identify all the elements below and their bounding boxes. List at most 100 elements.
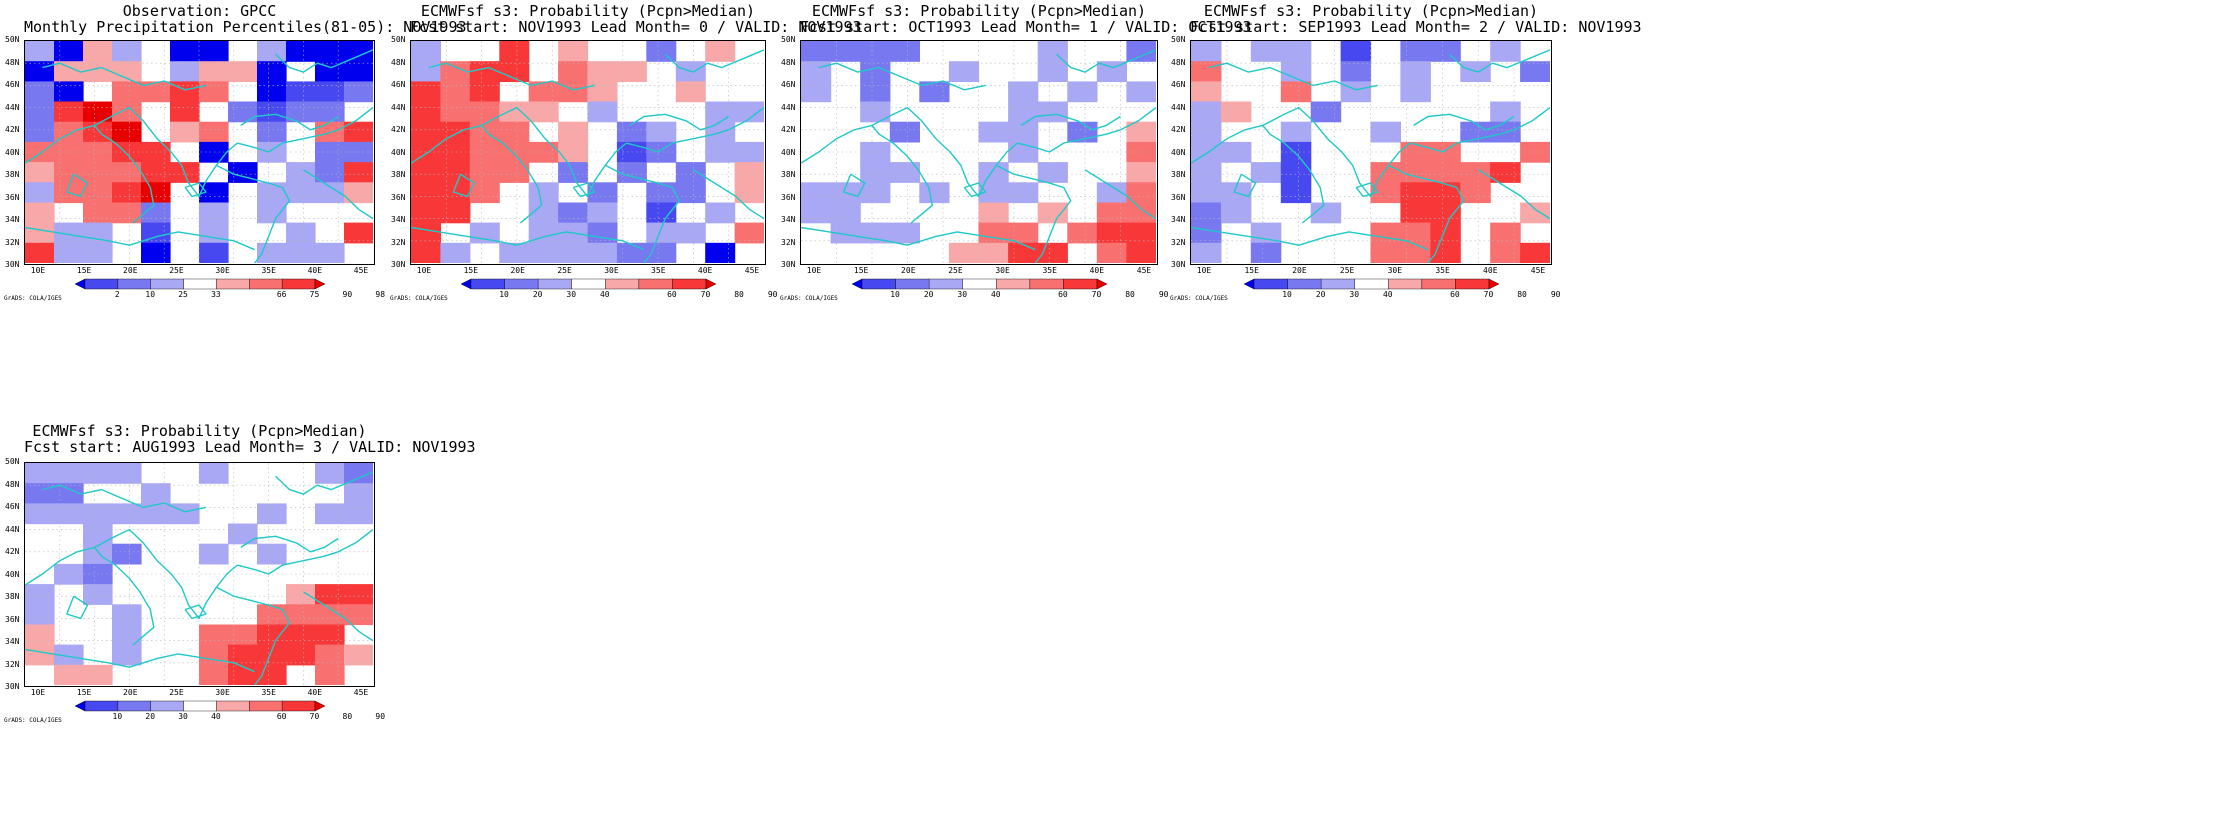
grid-cell (286, 644, 316, 666)
longitude-label: 20E (1292, 266, 1307, 275)
map-panel-lead1: ECMWFsf s3: Probability (Pcpn>Median) Fcs… (780, 0, 1252, 420)
grid-cell (1126, 242, 1156, 263)
grid-cell (344, 81, 373, 103)
colorbar-label: 98 (375, 290, 386, 299)
grid-cell (83, 523, 113, 545)
grid-cell (705, 41, 736, 62)
grid-cell (112, 644, 142, 666)
latitude-label: 36N (5, 614, 20, 624)
grid-cell (1430, 202, 1461, 224)
grid-cell (1067, 81, 1098, 103)
grid-cell (1191, 242, 1222, 263)
colorbar-swatch (470, 278, 505, 290)
grid-cell (801, 202, 832, 224)
longitude-label: 25E (169, 688, 184, 697)
latitude-label: 32N (5, 237, 20, 247)
grid-cell (1430, 141, 1461, 163)
colorbar-label: 10 (112, 712, 123, 721)
grid-cell (286, 222, 316, 244)
grid-cell (141, 202, 171, 224)
panel-subtitle: Fcst start: OCT1993 Lead Month= 1 / VALI… (800, 18, 1252, 36)
grid-cell (1520, 141, 1550, 163)
colorbar-swatch (248, 278, 282, 290)
grid-cell (112, 101, 142, 123)
colorbar-label: 60 (1058, 290, 1068, 299)
coastline (275, 49, 373, 73)
grid-cell (1370, 242, 1401, 263)
colorbar-swatch (460, 278, 471, 290)
coastline (216, 164, 291, 263)
grid-cell (469, 61, 500, 82)
grid-cell (1520, 242, 1550, 263)
grid-cell (1310, 202, 1342, 224)
longitude-label: 35E (261, 688, 276, 697)
colorbar-label: 20 (532, 290, 543, 299)
grid-cell (1220, 202, 1252, 224)
grid-cell (228, 644, 258, 666)
colorbar-swatch (503, 278, 538, 290)
coastline (818, 62, 986, 91)
grads-credit: GrADS: COLA/IGES (390, 295, 448, 302)
longitude-label: 10E (806, 266, 822, 275)
grid-cell (469, 101, 500, 123)
grid-cell (199, 182, 229, 204)
grid-cell (860, 141, 891, 163)
grid-cell (228, 664, 258, 685)
grid-cell (54, 242, 84, 263)
grid-cell (440, 162, 471, 183)
colorbar-label: 70 (309, 712, 320, 721)
grid-cell (675, 182, 706, 204)
colorbar-swatch (1096, 278, 1107, 290)
grid-cell (469, 141, 500, 163)
latitude-label: 30N (391, 260, 406, 269)
latitude-label: 30N (5, 682, 20, 691)
grid-cell (1096, 202, 1127, 224)
grid-cell (734, 101, 764, 123)
grid-cell (315, 584, 345, 605)
colorbar-label: 90 (767, 290, 778, 299)
grid-cell (705, 242, 736, 263)
grid-cell (1460, 182, 1491, 204)
longitude-label: 25E (948, 266, 963, 275)
grid-cell (141, 242, 171, 263)
grid-cell (411, 101, 441, 123)
grid-cell (978, 162, 1009, 183)
colorbar (74, 278, 325, 290)
latitude-label: 50N (1171, 35, 1186, 44)
colorbar (460, 278, 716, 290)
coastline (237, 529, 373, 575)
coastline (237, 107, 373, 153)
map-panel-lead3: ECMWFsf s3: Probability (Pcpn>Median) Fcs… (0, 420, 476, 840)
colorbar-label: 70 (1091, 290, 1102, 299)
grid-cell (315, 644, 345, 666)
grid-cell (675, 162, 706, 183)
latitude-label: 44N (5, 102, 20, 112)
grid-cell (1191, 202, 1222, 224)
longitude-label: 40E (1089, 266, 1105, 275)
coastline (303, 591, 373, 642)
latitude-label: 36N (781, 192, 796, 202)
colorbar-swatch (314, 700, 325, 712)
latitude-label: 48N (5, 479, 20, 489)
latitude-label: 38N (781, 170, 796, 179)
grid-cell (705, 141, 736, 163)
grid-cell (1096, 222, 1127, 244)
grid-cell (440, 242, 471, 263)
grid-cell (469, 182, 500, 204)
colorbar-swatch (281, 700, 315, 712)
colorbar-swatch (861, 278, 896, 290)
grid-cell (344, 41, 373, 62)
grid-cell (286, 162, 316, 183)
latitude-label: 34N (5, 215, 20, 224)
map-panel-obs: Observation: GPCC Monthly Precipitation P… (0, 0, 467, 420)
coastline (25, 226, 255, 251)
grid-cell (170, 81, 200, 103)
latitude-label: 42N (5, 125, 20, 134)
grid-cell (344, 61, 373, 82)
grid-cell (889, 121, 920, 143)
grid-cell (1191, 121, 1222, 143)
grid-cell (1191, 141, 1222, 163)
colorbar-label: 30 (1349, 290, 1360, 299)
grid-cell (83, 463, 113, 484)
grid-cell (1430, 222, 1461, 244)
